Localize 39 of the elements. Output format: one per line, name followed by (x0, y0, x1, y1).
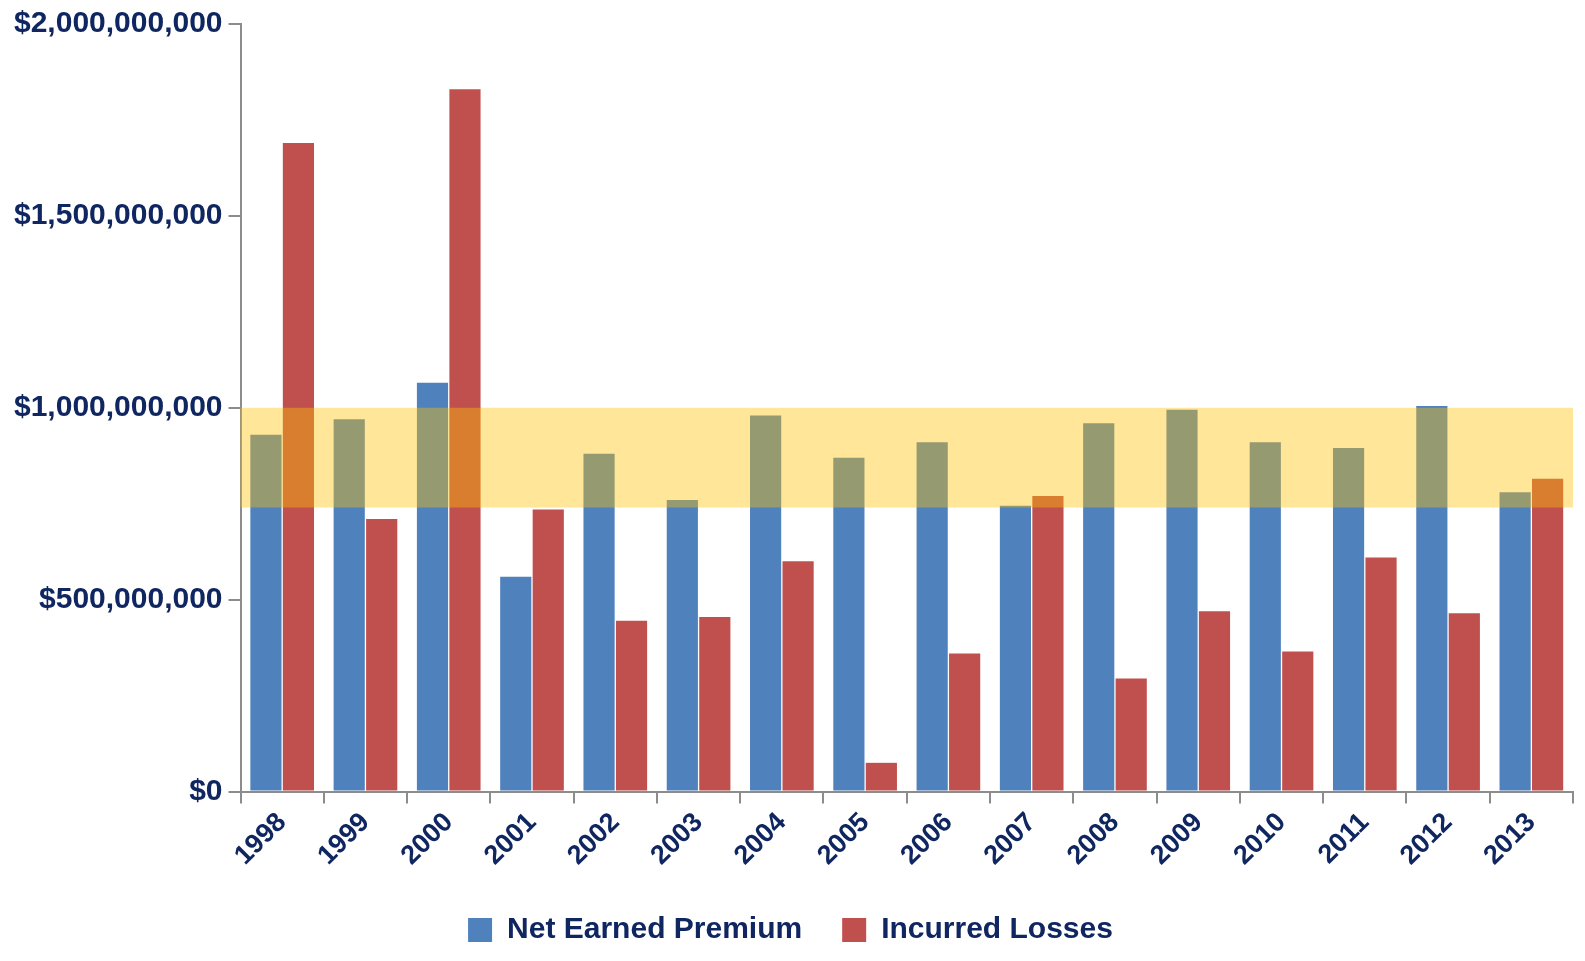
bar (532, 509, 564, 791)
bar (865, 762, 897, 791)
bar (1249, 442, 1281, 791)
bar (1166, 409, 1198, 791)
bar (1083, 423, 1115, 791)
bar (1499, 492, 1531, 791)
bar (1365, 557, 1397, 791)
y-tick-label: $2,000,000,000 (13, 5, 223, 39)
bar (449, 89, 481, 791)
bar (699, 616, 731, 791)
bar (250, 434, 282, 791)
bar (1448, 613, 1480, 791)
bar (1198, 611, 1231, 791)
bar (615, 620, 648, 791)
bar (1416, 405, 1448, 791)
y-tick-label: $500,000,000 (39, 580, 223, 614)
bar (916, 442, 948, 791)
bar (750, 415, 782, 791)
bar (1115, 678, 1147, 791)
bar (999, 505, 1032, 791)
bar (366, 519, 398, 791)
bar (1332, 448, 1365, 791)
bar (1282, 651, 1314, 791)
bar (583, 453, 615, 791)
bar (416, 382, 449, 791)
y-tick-label: $0 (189, 772, 223, 806)
bar (833, 457, 865, 791)
bar (500, 576, 532, 791)
bar (282, 142, 314, 791)
y-tick-label: $1,500,000,000 (13, 197, 223, 231)
y-tick-label: $1,000,000,000 (13, 389, 223, 423)
bar (1032, 496, 1064, 791)
bar (1532, 478, 1564, 791)
bar (949, 653, 981, 791)
legend-label: Net Earned Premium (507, 911, 803, 945)
bar (782, 561, 814, 791)
bar (666, 499, 698, 791)
legend-label: Incurred Losses (881, 911, 1113, 945)
bar (333, 419, 365, 791)
